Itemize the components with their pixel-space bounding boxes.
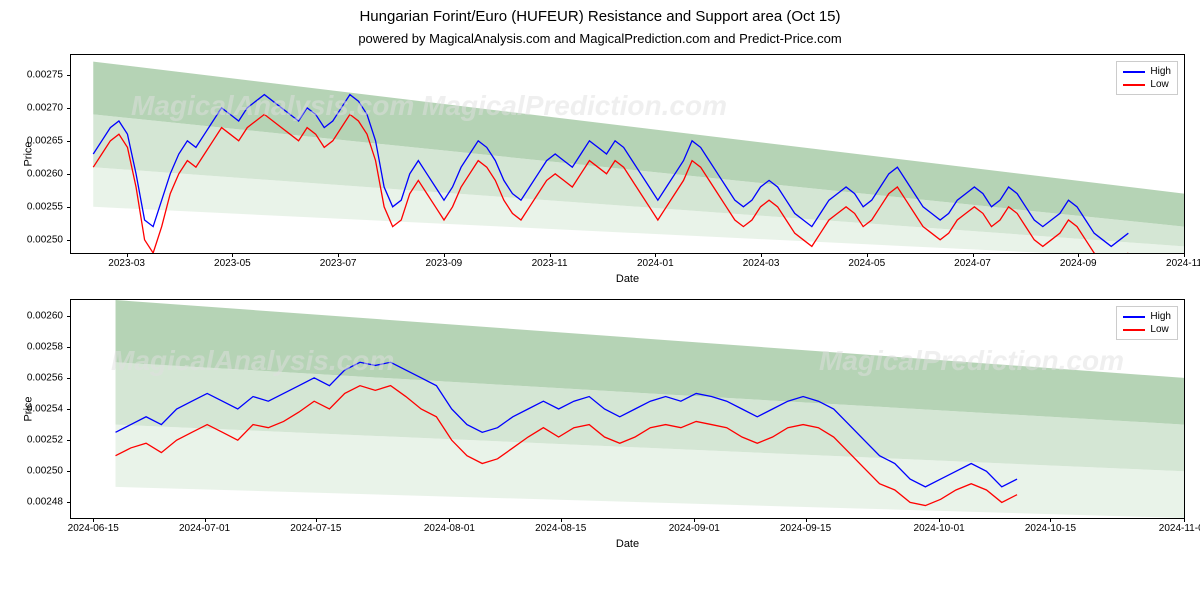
legend: High Low [1116,306,1178,340]
chart-container: Hungarian Forint/Euro (HUFEUR) Resistanc… [0,0,1200,600]
y-tick-label: 0.00252 [13,435,63,446]
legend-label-low: Low [1150,79,1168,90]
chart-bottom: MagicalAnalysis.com MagicalPrediction.co… [70,299,1185,519]
x-tick-label: 2024-08-15 [535,523,586,534]
plot-bottom-svg [71,300,1184,518]
x-tick-label: 2024-05 [848,258,885,269]
x-tick-label: 2023-05 [214,258,251,269]
y-tick-label: 0.00258 [13,341,63,352]
x-tick-label: 2024-01 [637,258,674,269]
x-tick-label: 2024-06-15 [68,523,119,534]
legend-item-low: Low [1123,78,1171,91]
x-tick-label: 2024-07 [954,258,991,269]
y-tick-label: 0.00250 [13,234,63,245]
legend: High Low [1116,61,1178,95]
x-tick-label: 2024-07-15 [290,523,341,534]
x-tick-label: 2024-03 [743,258,780,269]
legend-swatch-low [1123,329,1145,331]
x-axis-label: Date [616,273,639,285]
y-tick-label: 0.00265 [13,135,63,146]
legend-swatch-low [1123,84,1145,86]
legend-label-high: High [1150,311,1171,322]
chart-title: Hungarian Forint/Euro (HUFEUR) Resistanc… [0,0,1200,25]
x-tick-label: 2023-03 [108,258,145,269]
x-tick-label: 2024-08-01 [424,523,475,534]
legend-item-high: High [1123,65,1171,78]
x-tick-label: 2024-09-01 [669,523,720,534]
y-tick-label: 0.00248 [13,497,63,508]
x-tick-label: 2024-10-01 [914,523,965,534]
y-tick-label: 0.00250 [13,466,63,477]
x-tick-label: 2024-09-15 [780,523,831,534]
y-tick-label: 0.00270 [13,102,63,113]
legend-swatch-high [1123,71,1145,73]
x-tick-label: 2023-11 [532,258,568,269]
y-tick-label: 0.00260 [13,310,63,321]
y-tick-label: 0.00254 [13,404,63,415]
x-tick-label: 2024-07-01 [179,523,230,534]
y-tick-label: 0.00275 [13,69,63,80]
x-tick-label: 2024-11-01 [1159,523,1200,534]
x-tick-label: 2024-11 [1166,258,1200,269]
chart-subtitle: powered by MagicalAnalysis.com and Magic… [0,25,1200,50]
y-tick-label: 0.00255 [13,201,63,212]
x-tick-label: 2023-07 [320,258,357,269]
y-tick-label: 0.00260 [13,168,63,179]
y-tick-label: 0.00256 [13,372,63,383]
plot-top-svg [71,55,1184,253]
legend-swatch-high [1123,316,1145,318]
x-axis-label: Date [616,538,639,550]
x-tick-label: 2023-09 [425,258,462,269]
x-tick-label: 2024-09 [1060,258,1097,269]
legend-label-low: Low [1150,324,1168,335]
legend-item-high: High [1123,310,1171,323]
x-tick-label: 2024-10-15 [1025,523,1076,534]
legend-label-high: High [1150,66,1171,77]
legend-item-low: Low [1123,323,1171,336]
chart-top: MagicalAnalysis.com MagicalPrediction.co… [70,54,1185,254]
